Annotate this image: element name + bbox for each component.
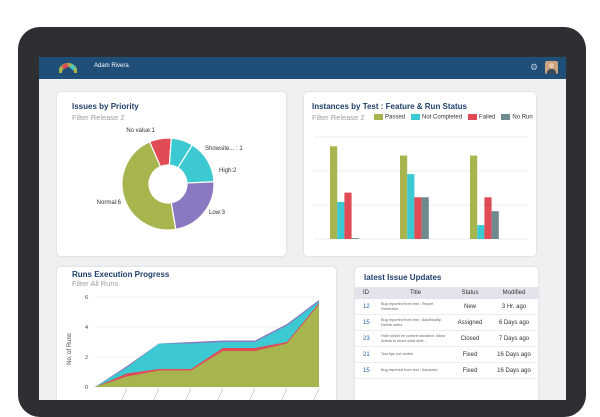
col-status[interactable]: Status: [461, 290, 479, 296]
issue-status: Assigned: [457, 319, 483, 326]
issues-table: ID Title Status Modified 12 Bug reported…: [355, 287, 538, 379]
pie-slice: [170, 181, 215, 231]
table-row[interactable]: 15 Bug reported from test : Add/Modify, …: [355, 315, 538, 331]
issue-modified: 3 Hr. ago: [501, 303, 527, 310]
table-row[interactable]: 15 Bug reported from test : Autosave Fix…: [355, 363, 538, 379]
app-logo: [59, 63, 77, 74]
priority-title: Issues by Priority: [72, 102, 139, 111]
area-series: [95, 304, 319, 387]
instances-card: Instances by Test : Feature & Run Status…: [304, 92, 536, 256]
issue-status: Fixed: [462, 351, 478, 358]
issue-title: Bug reported from test : Add/Modify, Del…: [381, 318, 442, 327]
pie-slice: [121, 141, 177, 231]
issue-title: Bug reported from test : Report Generato…: [381, 302, 434, 311]
runs-card: Runs Execution Progress Filter All Runs …: [57, 267, 336, 400]
avatar-body: [547, 69, 556, 74]
issue-id[interactable]: 15: [363, 367, 370, 374]
issue-id[interactable]: 15: [363, 319, 370, 326]
col-modified[interactable]: Modified: [502, 290, 526, 296]
col-title[interactable]: Title: [409, 289, 422, 296]
y-tick-label: 4: [85, 325, 88, 331]
bar: [470, 155, 478, 239]
x-tick-mark: [121, 388, 128, 400]
app-screen: Adam Rivera ⚙ Issues by Priority Filter …: [39, 57, 566, 400]
bar: [414, 197, 422, 239]
legend-passed: Passed: [374, 114, 405, 121]
top-bar: Adam Rivera ⚙: [39, 57, 566, 79]
issue-modified: 16 Days ago: [497, 367, 531, 374]
bar: [421, 197, 429, 239]
issue-id[interactable]: 21: [363, 351, 370, 358]
instances-title: Instances by Test : Feature & Run Status: [312, 102, 467, 111]
legend-not-completed: Not Completed: [411, 114, 462, 121]
user-name[interactable]: Adam Rivera: [94, 63, 129, 69]
instances-bar-chart: [314, 136, 528, 240]
instances-legend: Passed Not Completed Failed No Run: [374, 114, 533, 121]
issue-title: Tool tips not visible: [381, 352, 413, 357]
col-id[interactable]: ID: [363, 290, 369, 296]
y-tick-label: 2: [85, 355, 88, 361]
issue-title: Bug reported from test : Autosave: [381, 368, 438, 373]
table-row[interactable]: 12 Bug reported from test : Report Gener…: [355, 299, 538, 315]
pie-slice-label: Normal:6: [97, 200, 122, 206]
issues-table-header: ID Title Status Modified: [355, 287, 538, 299]
priority-subtitle: Filter Release 2: [72, 113, 125, 122]
runs-title: Runs Execution Progress: [72, 270, 170, 279]
x-tick-mark: [185, 388, 192, 400]
avatar-head: [549, 63, 554, 68]
table-row[interactable]: 23 Hide shield be context sensitive. All…: [355, 331, 538, 347]
x-tick-mark: [249, 388, 256, 400]
priority-card: Issues by Priority Filter Release 2 No v…: [57, 92, 286, 256]
issue-modified: 6 Days ago: [498, 319, 530, 326]
table-row[interactable]: 21 Tool tips not visible Fixed 16 Days a…: [355, 347, 538, 363]
issues-card: latest Issue Updates ID Title Status Mod…: [355, 267, 538, 400]
issue-modified: 7 Days ago: [498, 335, 530, 342]
pie-slice-label: No value:1: [126, 128, 155, 134]
bar: [491, 211, 499, 239]
y-tick-label: 0: [85, 385, 88, 391]
issue-id[interactable]: 12: [363, 303, 370, 310]
y-tick-label: 6: [85, 295, 88, 301]
x-tick-mark: [281, 388, 288, 400]
runs-subtitle: Filter All Runs: [72, 279, 119, 288]
legend-no-run: No Run: [501, 114, 533, 121]
y-axis-label: No. of Runs: [67, 333, 73, 365]
issue-id[interactable]: 23: [363, 335, 370, 342]
issue-title: Hide shield be context sensitive. Allow …: [381, 334, 446, 343]
bar: [351, 238, 359, 239]
issue-status: New: [463, 303, 476, 310]
pie-slice-label: Showsite... : 1: [205, 146, 243, 152]
bar: [477, 225, 485, 239]
bar: [400, 155, 408, 239]
bar: [330, 146, 338, 239]
bar: [407, 174, 415, 239]
bar: [337, 201, 345, 239]
pie-slice-label: High:2: [219, 168, 237, 174]
priority-donut-chart: No value:1 Showsite... : 1 High:2 Low:3 Norm…: [97, 128, 243, 231]
instances-subtitle: Filter Release 2: [312, 113, 365, 122]
issues-title: latest Issue Updates: [364, 273, 442, 282]
gear-icon[interactable]: ⚙: [530, 62, 539, 72]
x-tick-mark: [217, 388, 224, 400]
issue-modified: 16 Days ago: [497, 351, 531, 358]
issue-status: Fixed: [462, 367, 478, 374]
runs-area-chart: 0 2 4 6 No. of Runs: [67, 295, 320, 400]
x-tick-mark: [313, 388, 320, 400]
bar: [344, 192, 352, 239]
avatar[interactable]: [545, 61, 558, 74]
x-tick-mark: [153, 388, 160, 400]
bar: [484, 197, 492, 239]
issue-status: Closed: [460, 335, 480, 342]
legend-failed: Failed: [468, 114, 495, 121]
pie-slice-label: Low:3: [209, 210, 226, 216]
